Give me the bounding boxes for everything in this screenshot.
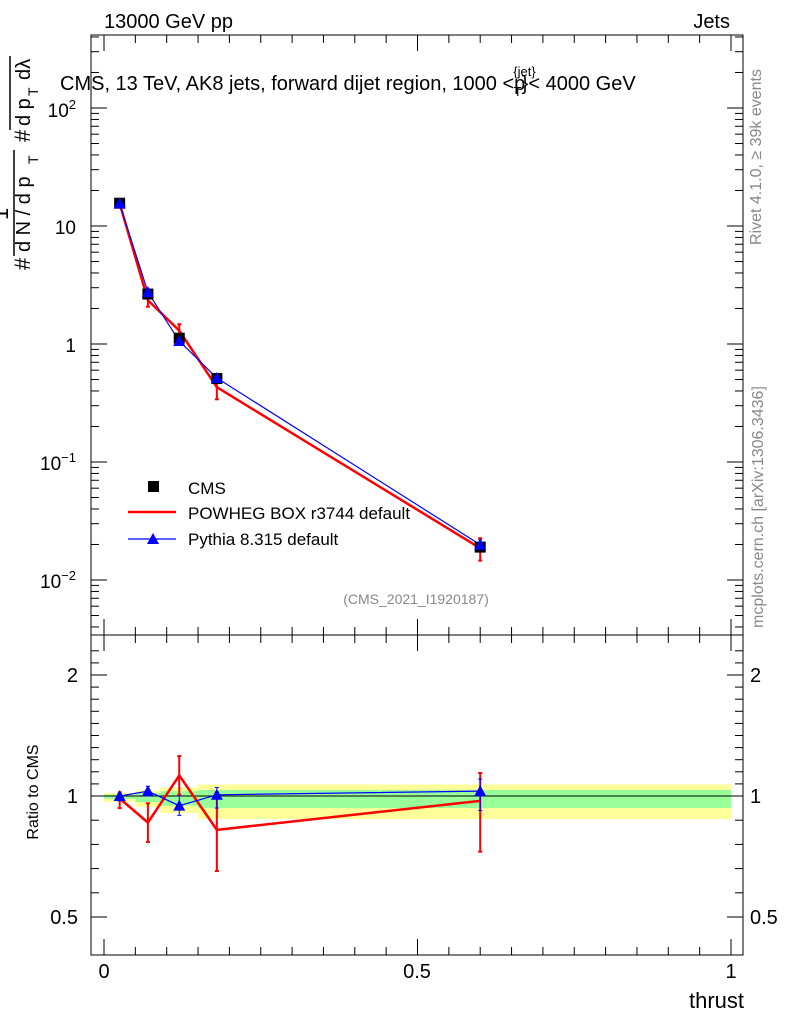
x-tick-labels: 0 0.5 1 [98,961,736,983]
ratio-y-tick-labels: 2 1 0.5 2 1 0.5 [50,665,778,929]
top-series-layer [113,197,487,562]
pythia-ratio-point [173,799,186,811]
energy-label: 13000 GeV pp [104,11,233,33]
ytick-label-100: 102 [48,97,76,122]
ratio-ytick-0.5: 0.5 [50,907,78,929]
legend-marker-cms [148,481,159,492]
legend-marker-pythia [147,533,159,544]
ytick-label-1e-2: 10−2 [40,568,76,593]
legend-label-pythia: Pythia 8.315 default [188,530,339,549]
powheg-ratio-line [118,773,481,832]
svg-text:T: T [25,155,41,164]
mcplots-label: mcplots.cern.ch [arXiv:1306.3436] [750,386,767,628]
rivet-version-label: Rivet 4.1.0, ≥ 39k events [748,69,765,245]
legend-label-cms: CMS [188,479,226,498]
ratio-ytick-2: 2 [67,665,78,687]
ratio-ytick-right-2: 2 [750,665,761,687]
ytick-label-1e-1: 10−1 [40,450,76,475]
pythia-point [474,538,487,550]
xtick-0: 0 [98,961,109,983]
svg-text:d: d [0,91,5,102]
ratio-series-layer [113,755,487,873]
pythia-ratio-point [210,788,223,800]
ratio-ytick-1: 1 [67,786,78,808]
ytick-label-10: 10 [55,218,76,239]
x-axis-label: thrust [689,988,744,1013]
axis-ticks [91,35,743,955]
xtick-0.5: 0.5 [403,961,431,983]
analysis-id: (CMS_2021_I1920187) [343,591,489,607]
svg-text:1: 1 [0,208,13,220]
top-y-axis-label: # d N / d p T 1 # d p T dλ # d 2 N [0,56,41,270]
pythia-point [173,335,186,347]
category-label: Jets [693,11,730,33]
legend: CMS POWHEG BOX r3744 default Pythia 8.31… [128,479,410,549]
ratio-ytick-right-1: 1 [750,786,761,808]
pythia-point [141,286,154,298]
plot-title: CMS, 13 TeV, AK8 jets, forward dijet reg… [60,64,636,99]
pythia-point [113,197,126,209]
svg-text:#: # [10,129,35,142]
svg-text:N: N [0,68,5,82]
ytick-label-1: 1 [65,336,76,357]
pythia-line [119,203,481,546]
ratio-ytick-right-0.5: 0.5 [750,907,778,929]
pythia-point [210,372,223,384]
powheg-line [118,203,481,550]
svg-text:#: # [0,115,5,128]
svg-text:d p: d p [13,98,35,126]
xtick-1: 1 [725,961,736,983]
ratio-y-axis-label: Ratio to CMS [25,744,42,839]
pythia-ratio-point [474,785,487,797]
svg-text:dλ: dλ [13,59,35,80]
pythia-ratio-point [113,790,126,801]
pythia-ratio-point [141,785,154,797]
svg-text:#: # [10,257,35,270]
legend-label-powheg: POWHEG BOX r3744 default [188,504,410,523]
svg-text:d N / d p: d N / d p [13,176,35,252]
stat-uncertainty-band [135,792,161,803]
top-y-tick-labels: 10−2 10−1 1 10 102 [40,97,76,593]
svg-text:T: T [25,87,41,96]
